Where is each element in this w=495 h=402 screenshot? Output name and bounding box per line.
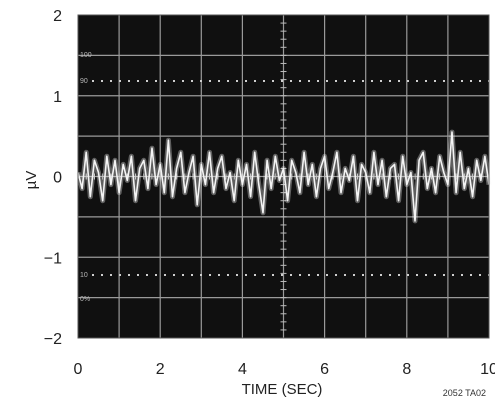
- y-tick-label: 1: [53, 89, 62, 106]
- x-tick-label: 10: [480, 361, 495, 378]
- plot-frame: [77, 14, 490, 339]
- scope-marking: 10: [80, 272, 88, 279]
- x-tick-label: 4: [238, 361, 247, 378]
- x-tick-label: 0: [74, 361, 83, 378]
- figure-code: 2052 TA02: [443, 388, 486, 398]
- scope-marking: 90: [80, 78, 88, 85]
- x-tick-label: 8: [402, 361, 411, 378]
- y-tick-label: 0: [53, 170, 62, 187]
- y-tick-label: −1: [44, 250, 62, 267]
- y-tick-label: −2: [44, 331, 62, 348]
- scope-dotted-markers: [92, 80, 489, 276]
- x-tick-label: 2: [156, 361, 165, 378]
- y-axis-label: µV: [23, 171, 40, 190]
- x-axis-label: TIME (SEC): [242, 381, 323, 398]
- scope-marking: 0%: [80, 296, 90, 303]
- scope-marking: 100: [80, 52, 92, 59]
- graticule-ticks: [77, 14, 490, 339]
- noise-trace: [77, 131, 490, 222]
- x-tick-label: 6: [320, 361, 329, 378]
- y-tick-label: 2: [53, 8, 62, 25]
